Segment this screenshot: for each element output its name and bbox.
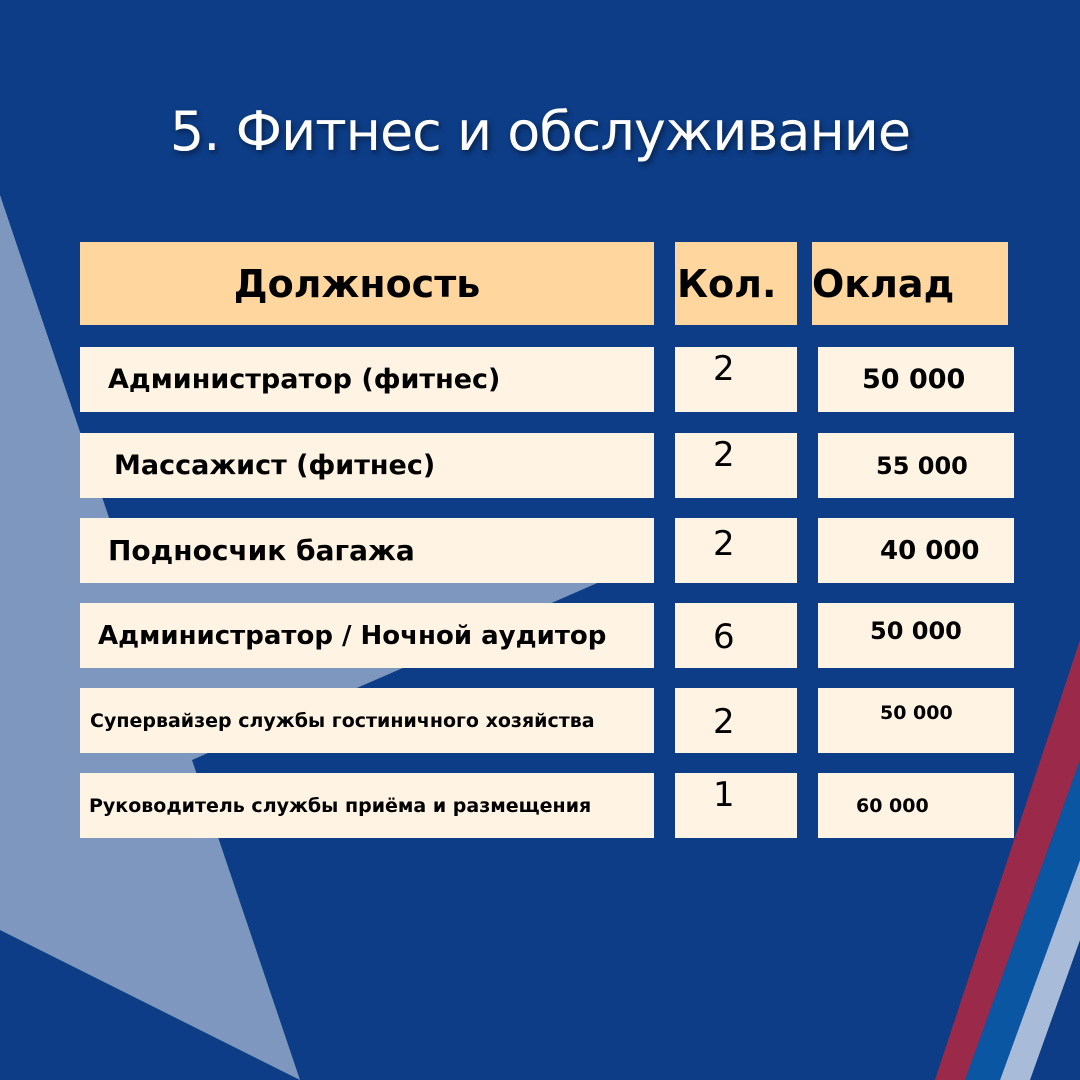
row-count: 2 (675, 347, 797, 412)
row-position: Супервайзер службы гостиничного хозяйств… (80, 688, 654, 753)
row-count: 2 (675, 433, 797, 498)
row-position: Администратор / Ночной аудитор (80, 603, 654, 668)
stripe-red (935, 640, 1080, 1080)
header-salary: Оклад (812, 242, 1008, 325)
row-count: 2 (675, 518, 797, 583)
row-position: Администратор (фитнес) (80, 347, 654, 412)
row-count: 1 (675, 773, 797, 838)
row-count: 2 (675, 688, 797, 753)
row-position: Руководитель службы приёма и размещения (80, 773, 654, 838)
row-salary: 40 000 (818, 518, 1014, 583)
page-title: 5. Фитнес и обслуживание (169, 100, 911, 163)
row-salary: 50 000 (818, 347, 1014, 412)
row-salary: 55 000 (818, 433, 1014, 498)
header-position: Должность (80, 242, 654, 325)
row-position: Подносчик багажа (80, 518, 654, 583)
row-count: 6 (675, 603, 797, 668)
row-salary: 50 000 (818, 603, 1014, 668)
row-position: Массажист (фитнес) (80, 433, 654, 498)
row-salary: 60 000 (818, 773, 1014, 838)
row-salary: 50 000 (818, 688, 1014, 753)
header-count: Кол. (675, 242, 797, 325)
